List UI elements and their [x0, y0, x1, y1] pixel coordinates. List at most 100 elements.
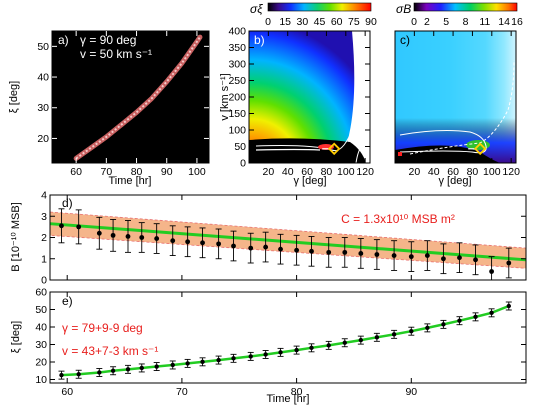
panel-e-data-point: [457, 318, 462, 323]
panel-b-ytick-label: 50: [234, 141, 246, 153]
colorbar-b-label: σB: [396, 2, 411, 16]
panel-e-data-point: [200, 359, 205, 365]
colorbar-xi-bar: [267, 2, 372, 12]
panel-e-ytick-label: 40: [35, 322, 47, 334]
panel-a: a) γ = 90 deg v = 50 km s⁻¹ 60 70 80 90 100 …: [8, 30, 210, 187]
panel-b-white-region: [340, 31, 370, 163]
panel-e-data-point: [358, 337, 364, 343]
panel-d-label: d): [62, 196, 73, 210]
panel-e-ytick-label: 50: [35, 304, 47, 316]
panel-e-data-point: [97, 370, 102, 375]
panel-d-data-point: [185, 239, 191, 245]
panel-b-label: b): [254, 33, 265, 47]
colorbar-b-bar: [413, 2, 518, 12]
panel-a-label: a): [58, 33, 69, 47]
colorbar-xi-label: σξ: [250, 2, 263, 16]
panel-e-data-points: [58, 301, 512, 380]
panel-d-data-point: [170, 238, 176, 244]
panel-d-data-point: [110, 232, 116, 238]
panel-e-xtick-label: 70: [176, 386, 188, 398]
panel-c-xtick-label: 60: [447, 166, 459, 178]
panel-b-ylabel: v [km s⁻¹]: [219, 73, 231, 120]
panel-e-ytick-label: 20: [35, 357, 47, 369]
panel-e-data-point: [374, 335, 380, 340]
panel-c-xtick-label: 80: [467, 166, 479, 178]
panel-d-data-point: [139, 235, 145, 240]
panel-d-data-point: [391, 253, 397, 258]
panel-b-ytick-label: 0: [240, 158, 246, 170]
panel-b-contour-inner: [255, 148, 321, 151]
panel-d-ylabel: B [10⁻¹⁰ MSB]: [10, 202, 22, 272]
colorbar-xi-tick-label: 60: [331, 16, 343, 28]
panel-e-data-point: [185, 361, 190, 366]
panel-e-data-point: [170, 362, 175, 368]
panel-d-fit-line: [49, 222, 527, 262]
panel-d-data-point: [278, 246, 283, 252]
panel-c-dark-floor: [395, 145, 500, 163]
panel-d-data-point: [309, 248, 314, 254]
panel-a-xlabel: Time [hr]: [109, 175, 152, 187]
panel-a-xtick-label: 60: [70, 166, 82, 178]
colorbar-b-tick-label: 0: [411, 16, 417, 28]
colorbar-b-tick-label: 2: [424, 16, 430, 28]
panel-d-data-point: [216, 241, 222, 247]
panel-e-gamma: γ = 79+9-9 deg: [62, 321, 143, 335]
panel-e-ytick-label: 30: [35, 339, 47, 351]
panel-e-data-point: [263, 352, 268, 357]
panel-d-data-point: [441, 256, 446, 262]
panel-d-data-point: [125, 234, 131, 239]
panel-c-contour-dashed: [409, 59, 515, 155]
panel-e-velocity: v = 43+7-3 km s⁻¹: [62, 344, 158, 358]
panel-b-xtick-label: 40: [282, 166, 294, 178]
colorbar-b: σB 0 2 5 8 11 14 16: [396, 2, 523, 28]
panel-d-annotation: C = 1.3x10¹⁰ MSB m²: [341, 212, 455, 226]
panel-e-xlabel: Time [hr]: [267, 393, 310, 405]
panel-a-xtick-label: 80: [131, 166, 143, 178]
panel-b-xtick-label: 80: [321, 166, 333, 178]
panel-d-ytick-label: 1: [41, 253, 47, 265]
panel-a-ytick-label: 40: [37, 72, 49, 84]
panel-d-data-point: [59, 223, 64, 229]
panel-a-gamma: γ = 90 deg: [80, 33, 136, 47]
panel-d-data-point: [248, 245, 254, 251]
panel-e-xtick-label: 80: [291, 386, 303, 398]
panel-d-ytick-label: 0: [41, 275, 47, 287]
panel-b-contour-outer: [255, 31, 359, 152]
colorbar-xi-tick-label: 45: [314, 16, 326, 28]
panel-a-ytick-label: 30: [37, 102, 49, 114]
panel-a-track: [73, 34, 203, 161]
panel-e-data-point: [409, 329, 414, 334]
panel-b-ytick-label: 350: [228, 42, 246, 54]
panel-d: d) C = 1.3x10¹⁰ MSB m² 0 1 2 3 4 B [10⁻¹⁰ MS…: [10, 190, 527, 287]
panel-d-data-point: [358, 251, 364, 256]
panel-a-xtick-label: 100: [188, 166, 206, 178]
panel-d-data-point: [200, 240, 205, 246]
panel-e-data-point: [248, 354, 253, 359]
panel-e-label: e): [62, 294, 73, 308]
panel-d-data-point: [457, 255, 462, 261]
panel-d-data-point: [506, 260, 512, 266]
panel-b-marker-diamond: [327, 142, 341, 156]
panel-a-track-line: [75, 36, 201, 160]
panel-c-xtick-label: 40: [428, 166, 440, 178]
panel-e-data-point: [506, 303, 511, 309]
panel-c-marker-diamond: [473, 142, 487, 156]
panel-c-contour-outer: [399, 130, 487, 154]
colorbar-xi-tick-label: 0: [265, 16, 271, 28]
panel-c-corner-mark: [398, 152, 402, 156]
panel-e-data-point: [231, 356, 236, 361]
panel-e-xtick-label: 90: [405, 386, 417, 398]
colorbar-b-tick-label: 8: [463, 16, 469, 28]
panel-d-ytick-label: 2: [41, 232, 47, 244]
panel-d-ytick-label: 4: [41, 190, 47, 202]
panel-d-data-point: [473, 257, 478, 263]
panel-e-data-point: [278, 350, 283, 355]
panel-e-data-point: [76, 372, 81, 377]
panel-b-ytick-label: 150: [228, 108, 246, 120]
panel-c-label: c): [400, 33, 410, 47]
panel-e-ytick-label: 60: [35, 287, 47, 299]
panel-e-data-point: [441, 322, 446, 327]
panel-b-xtick-label: 20: [263, 166, 275, 178]
panel-e-data-point: [425, 325, 430, 331]
panel-d-data-point: [489, 269, 494, 274]
